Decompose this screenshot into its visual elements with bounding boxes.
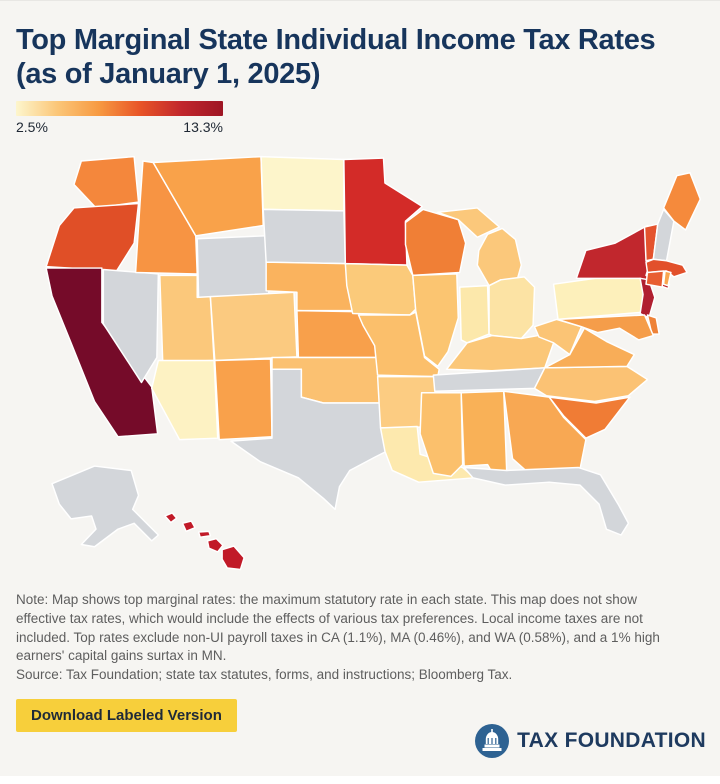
state-ND[interactable] [260, 156, 345, 213]
state-MD[interactable] [557, 314, 655, 342]
state-NC[interactable] [533, 366, 649, 403]
page-title: Top Marginal State Individual Income Tax… [16, 24, 656, 91]
state-WA[interactable] [73, 156, 140, 210]
state-CA[interactable] [45, 267, 159, 438]
state-OR[interactable] [45, 203, 140, 273]
legend-gradient-bar [16, 101, 223, 117]
state-ME[interactable] [662, 172, 701, 232]
state-NM[interactable] [214, 358, 273, 441]
state-FL[interactable] [463, 467, 630, 537]
state-WV[interactable] [533, 319, 583, 356]
state-AK[interactable] [51, 465, 160, 548]
state-OH[interactable] [488, 276, 536, 340]
color-legend: 2.5% 13.3% [16, 101, 223, 135]
state-AZ[interactable] [151, 360, 219, 441]
state-CO[interactable] [209, 291, 298, 362]
capitol-dome-icon [475, 724, 510, 758]
header: Top Marginal State Individual Income Tax… [0, 1, 720, 91]
state-NH[interactable] [652, 209, 675, 262]
state-TN[interactable] [432, 367, 546, 393]
state-CT[interactable] [645, 270, 665, 289]
state-RI[interactable] [662, 270, 672, 287]
state-TX[interactable] [230, 368, 391, 511]
state-WY[interactable] [196, 235, 270, 302]
download-labeled-version-button[interactable]: Download Labeled Version [16, 698, 237, 732]
state-MT[interactable] [152, 156, 264, 237]
state-MO[interactable] [357, 311, 440, 378]
source-text: Source: Tax Foundation; state tax statut… [16, 666, 513, 682]
state-WI[interactable] [404, 209, 467, 277]
state-MI[interactable] [436, 207, 523, 287]
state-HI[interactable] [164, 512, 245, 571]
legend-max-label: 13.3% [183, 119, 223, 136]
state-IN[interactable] [458, 285, 490, 345]
brand-name: TAX FOUNDATION [517, 729, 706, 752]
note-text: Note: Map shows top marginal rates: the … [16, 592, 660, 664]
tax-foundation-logo: TAX FOUNDATION [475, 724, 706, 758]
legend-min-label: 2.5% [16, 119, 48, 136]
legend-labels: 2.5% 13.3% [16, 119, 223, 135]
state-SD[interactable] [262, 209, 347, 265]
state-SC[interactable] [548, 396, 631, 440]
state-AL[interactable] [460, 390, 508, 477]
us-choropleth-map [8, 139, 712, 579]
us-map-svg [45, 156, 701, 571]
footer: Download Labeled Version [0, 685, 720, 732]
state-IA[interactable] [344, 263, 417, 317]
state-PA[interactable] [552, 272, 650, 321]
notes-block: Note: Map shows top marginal rates: the … [0, 579, 706, 684]
